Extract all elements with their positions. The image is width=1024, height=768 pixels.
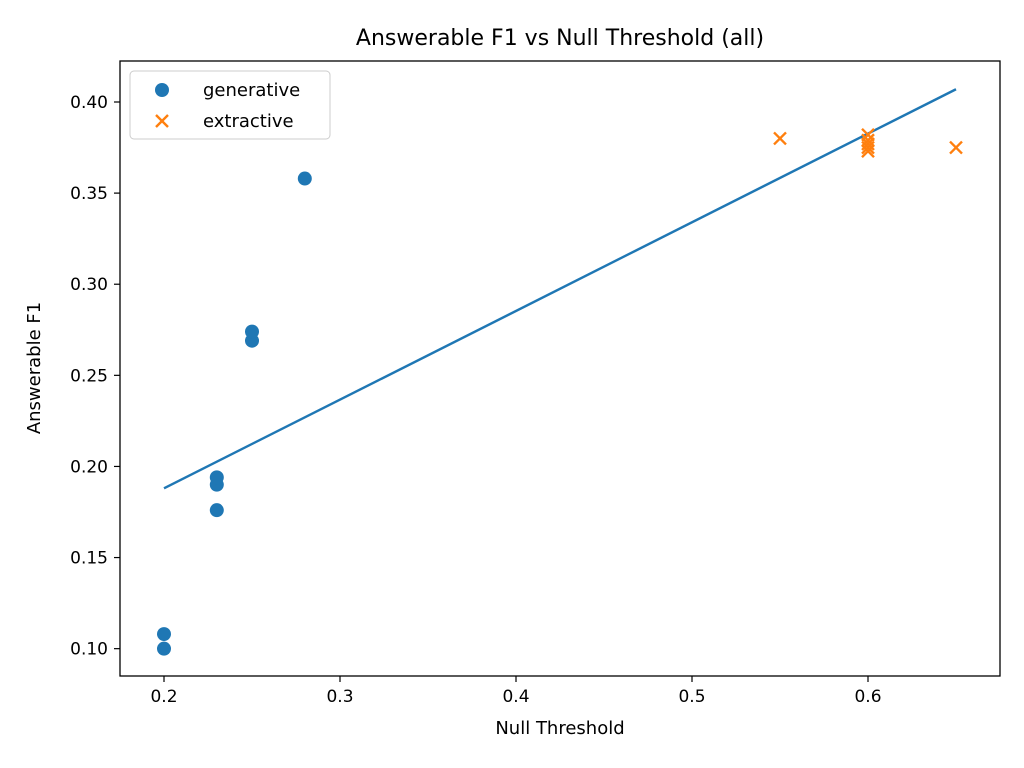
- generative-point-7: [297, 171, 312, 186]
- extractive-point-6: [949, 140, 963, 155]
- chart-title: Answerable F1 vs Null Threshold (all): [356, 26, 764, 51]
- y-tick-label-1: 0.15: [70, 549, 108, 569]
- axes-frame: [119, 60, 1001, 677]
- legend-label-extractive: extractive: [203, 111, 294, 132]
- extractive-point-4: [861, 133, 875, 148]
- extractive-point-5: [861, 127, 875, 142]
- generative-point-4: [209, 470, 224, 485]
- fit-line: [163, 88, 957, 490]
- legend-box: [129, 70, 331, 140]
- y-tick-label-3: 0.25: [70, 366, 108, 386]
- x-tick-label-0: 0.2: [150, 687, 177, 707]
- legend: generative extractive: [129, 70, 331, 140]
- x-tick-label-2: 0.4: [502, 687, 529, 707]
- generative-point-6: [245, 324, 259, 339]
- x-tick-label-4: 0.6: [854, 687, 881, 707]
- y-axis-label: Answerable F1: [24, 302, 45, 434]
- x-tick-label-3: 0.5: [678, 687, 705, 707]
- generative-point-0: [157, 641, 171, 656]
- legend-marker-generative: [155, 83, 169, 97]
- legend-label-generative: generative: [203, 80, 300, 101]
- y-tick-label-4: 0.30: [70, 275, 108, 295]
- generative-point-1: [157, 627, 171, 642]
- legend-marker-extractive: [155, 114, 169, 128]
- y-tick-label-6: 0.40: [70, 93, 108, 113]
- y-tick-label-5: 0.35: [70, 184, 108, 204]
- plot-area: 0.2 0.3 0.4 0.5 0.6 0.10 0.15 0.20 0.25 0.30 0.35 0…: [70, 60, 1001, 707]
- x-axis-label: Null Threshold: [495, 718, 624, 739]
- y-tick-label-2: 0.20: [70, 457, 108, 477]
- y-tick-label-0: 0.10: [70, 640, 108, 660]
- extractive-point-0: [773, 131, 787, 146]
- x-tick-label-1: 0.3: [326, 687, 353, 707]
- generative-point-2: [209, 503, 224, 518]
